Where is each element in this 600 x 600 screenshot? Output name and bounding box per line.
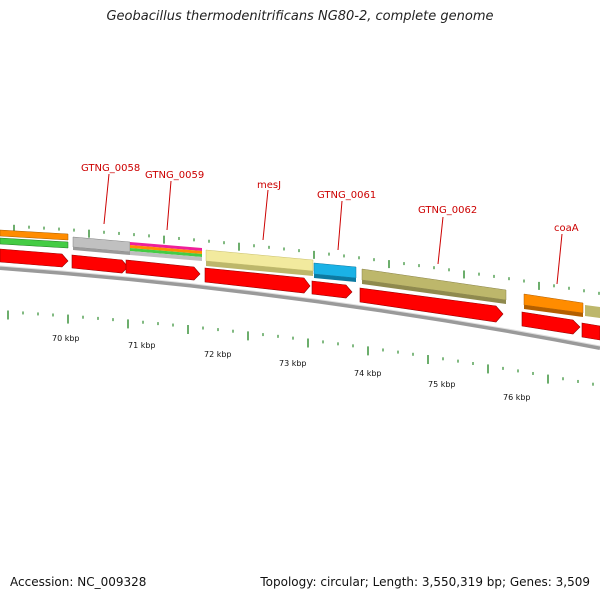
feature-gtng-0059-orange	[130, 245, 202, 254]
cds-arrow-coaa[interactable]	[521, 311, 581, 335]
gene-label[interactable]: mesJ	[257, 180, 281, 191]
genome-backbone	[0, 266, 600, 350]
kbp-label: 76 kbp	[503, 393, 531, 402]
feature-tracks	[0, 229, 600, 318]
accession-text: Accession: NC_009328	[10, 575, 147, 589]
leader-coaa	[556, 233, 563, 285]
cds-arrow-gtng-0058[interactable]	[71, 254, 129, 274]
feature-gtng-0059-green	[130, 248, 202, 257]
cds-arrow-gtng-0061[interactable]	[311, 280, 353, 299]
leader-gtng-0059	[166, 180, 172, 231]
leader-gtng-0061	[337, 200, 343, 251]
gene-labels: GTNG_0058 GTNG_0059 mesJ GTNG_0061 GTNG_…	[81, 163, 579, 234]
feature-gtng-0061-shadow	[314, 274, 356, 282]
cds-arrow-gtng-0062[interactable]	[359, 287, 504, 323]
gene-label[interactable]: coaA	[554, 223, 579, 234]
kbp-label: 70 kbp	[52, 334, 80, 343]
outer-tick-row	[13, 224, 600, 295]
cds-arrow-gtng-0059[interactable]	[125, 259, 201, 281]
leader-mesj	[262, 189, 269, 241]
leader-gtng-0062	[437, 216, 444, 265]
map-title: Geobacillus thermodenitrificans NG80-2, …	[106, 9, 494, 24]
genome-summary-text: Topology: circular; Length: 3,550,319 bp…	[260, 575, 590, 589]
gene-label[interactable]: GTNG_0062	[418, 205, 477, 216]
feature-green-left[interactable]	[0, 237, 69, 249]
feature-gtng-0058-shadow	[73, 247, 130, 255]
kbp-label: 72 kbp	[204, 350, 232, 359]
feature-coaa-shadow	[524, 305, 583, 317]
gene-label[interactable]: GTNG_0058	[81, 163, 140, 174]
feature-gtng-0059-magenta[interactable]	[130, 242, 202, 251]
feature-mesj-shadow	[206, 261, 313, 276]
feature-khaki-right[interactable]	[585, 305, 600, 318]
genome-backbone-highlight	[0, 265, 600, 347]
cds-arrow-left[interactable]	[0, 248, 69, 268]
kbp-label: 71 kbp	[128, 341, 156, 350]
leader-gtng-0058	[103, 173, 110, 225]
gene-label-leaders	[103, 173, 563, 285]
kbp-label: 74 kbp	[354, 369, 382, 378]
cds-arrows	[0, 248, 600, 341]
kbp-label: 75 kbp	[428, 380, 456, 389]
kbp-label: 73 kbp	[279, 359, 307, 368]
feature-gtng-0059-gray	[130, 251, 202, 261]
gene-label[interactable]: GTNG_0061	[317, 190, 376, 201]
cds-arrow-right[interactable]	[581, 322, 600, 341]
cds-arrow-mesj[interactable]	[204, 267, 311, 294]
feature-gtng-0062-shadow	[362, 280, 506, 304]
kbp-labels: 70 kbp 71 kbp 72 kbp 73 kbp 74 kbp 75 kb…	[52, 334, 531, 402]
feature-orange-left[interactable]	[0, 229, 69, 241]
inner-tick-row	[7, 310, 594, 386]
gene-label[interactable]: GTNG_0059	[145, 170, 204, 181]
